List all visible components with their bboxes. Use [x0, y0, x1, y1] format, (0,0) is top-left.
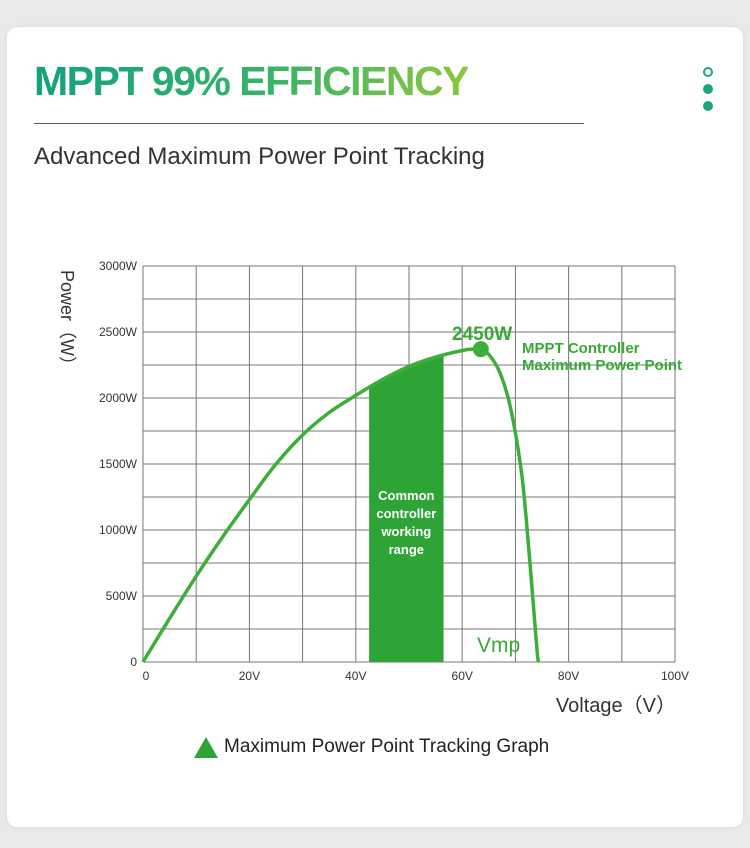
peak-value-label: 2450W [452, 324, 512, 345]
max-power-point-marker [472, 341, 489, 358]
peak-annotation-line: MPPT Controller [522, 340, 640, 357]
y-tick-label: 0 [130, 655, 137, 669]
power-curve-layer [141, 341, 541, 663]
pagination-dot-3[interactable] [703, 101, 713, 111]
working-range-label-line: range [389, 542, 424, 557]
working-range-label-line: controller [376, 506, 436, 521]
chart-legend: Maximum Power Point Tracking Graph [194, 736, 549, 758]
vmp-label: Vmp [477, 634, 520, 657]
pagination-dots[interactable] [703, 67, 715, 118]
working-range-region: Common controller working range [369, 355, 444, 662]
x-tick-label: 60V [452, 669, 473, 683]
working-range-label-line: working [380, 524, 431, 539]
power-curve-line [141, 346, 541, 663]
pagination-dot-1[interactable] [703, 67, 713, 77]
title-divider [34, 123, 584, 124]
y-tick-label: 2000W [99, 391, 138, 405]
axis-ticks: 0 20V 40V 60V 80V 100V 0 500W 1000W 1500W 2000W 250… [99, 259, 689, 683]
legend-text: Maximum Power Point Tracking Graph [224, 736, 550, 757]
y-tick-label: 500W [106, 589, 138, 603]
legend-triangle-icon [194, 736, 218, 758]
x-tick-label: 20V [239, 669, 260, 683]
y-tick-label: 2500W [99, 325, 138, 339]
x-tick-label: 0 [143, 669, 150, 683]
page-subtitle: Advanced Maximum Power Point Tracking [34, 143, 485, 170]
x-tick-label: 80V [558, 669, 579, 683]
chart-annotations: Voltage（V） Power（W） 2450W MPPT ControllerMa… [57, 270, 682, 717]
working-range-fill [369, 355, 444, 662]
page-title: MPPT 99% EFFICIENCY [34, 58, 469, 104]
x-tick-label: 40V [345, 669, 366, 683]
pagination-dot-2[interactable] [703, 84, 713, 94]
y-tick-label: 3000W [99, 259, 138, 273]
y-tick-label: 1000W [99, 523, 138, 537]
x-axis-title: Voltage（V） [556, 694, 676, 717]
y-tick-label: 1500W [99, 457, 138, 471]
working-range-label-line: Common [378, 488, 434, 503]
x-tick-label: 100V [661, 669, 689, 683]
peak-annotation-line: Maximum Power Point [522, 357, 682, 374]
y-axis-title: Power（W） [57, 270, 77, 374]
